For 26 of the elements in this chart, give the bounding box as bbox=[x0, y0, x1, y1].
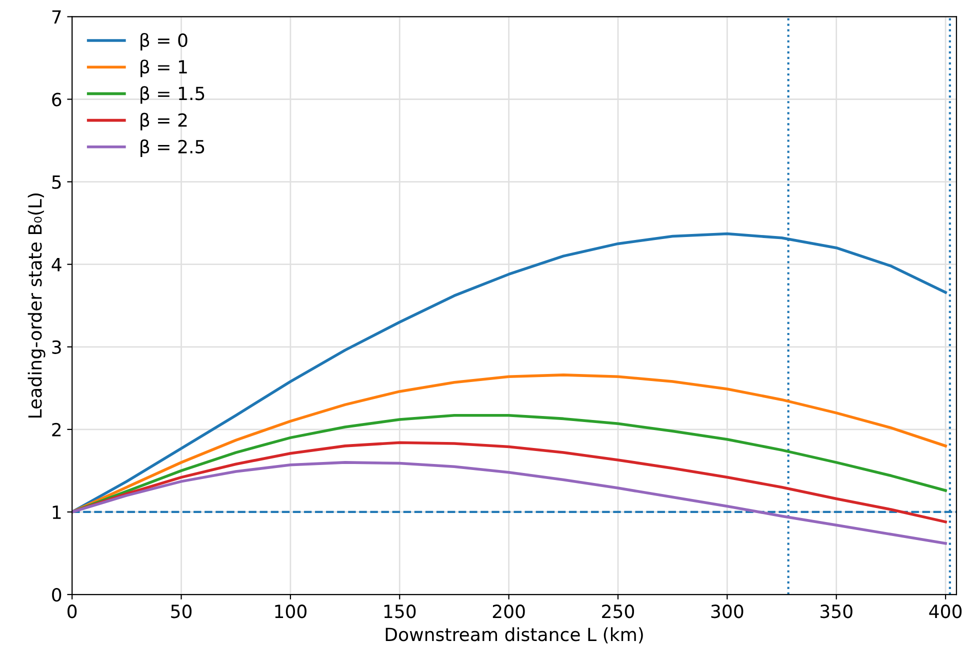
x-tick-label: 300 bbox=[711, 604, 744, 618]
legend-label: β = 0 bbox=[140, 32, 188, 51]
x-tick-label: 250 bbox=[602, 604, 634, 618]
x-tick-label: 0 bbox=[68, 604, 77, 618]
y-tick-label: 0 bbox=[52, 588, 62, 602]
x-tick-label: 350 bbox=[820, 604, 852, 618]
x-tick-label: 400 bbox=[929, 604, 962, 618]
x-tick-label: 50 bbox=[171, 604, 192, 618]
legend-label: β = 2 bbox=[140, 112, 187, 130]
y-tick-label: 2 bbox=[52, 422, 61, 436]
y-tick-label: 4 bbox=[52, 258, 62, 272]
legend-label: β = 1 bbox=[140, 60, 187, 78]
line-series bbox=[72, 414, 947, 514]
x-tick-label: 200 bbox=[492, 604, 525, 618]
x-axis-title: Downstream distance L (km) bbox=[386, 627, 643, 644]
y-tick-label: 6 bbox=[52, 92, 62, 106]
y-tick-label: 7 bbox=[52, 10, 61, 24]
y-tick-label: 3 bbox=[52, 340, 61, 354]
y-tick-label: 1 bbox=[52, 506, 61, 519]
legend-label: β = 1.5 bbox=[140, 86, 204, 104]
x-tick-label: 100 bbox=[275, 604, 306, 618]
y-tick-label: 5 bbox=[52, 175, 61, 189]
legend-label: β = 2.5 bbox=[140, 139, 204, 157]
y-axis-title: Leading-order state B₀(L) bbox=[28, 194, 46, 418]
line-series bbox=[72, 461, 947, 545]
x-tick-label: 150 bbox=[384, 604, 416, 618]
